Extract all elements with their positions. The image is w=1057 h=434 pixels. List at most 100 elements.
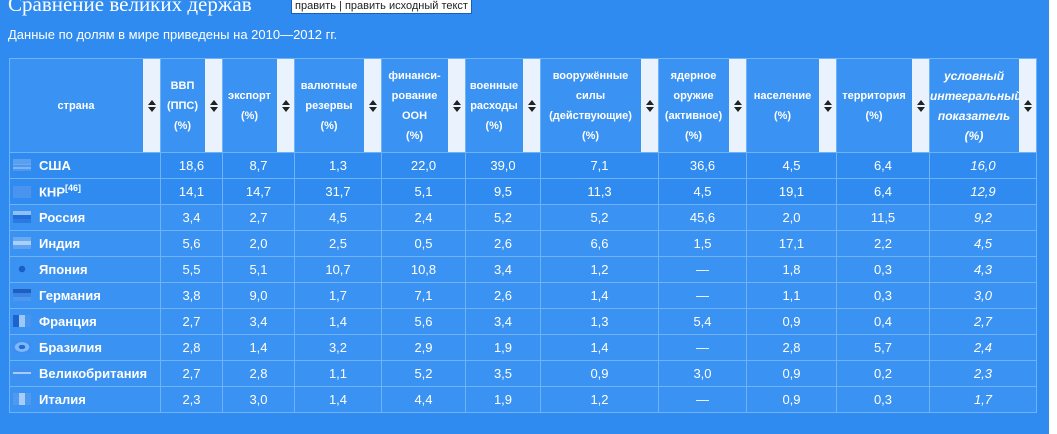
value-cell: 3,2 bbox=[294, 334, 382, 361]
country-name[interactable]: КНР bbox=[39, 184, 65, 200]
column-header: валютные резервы (%) bbox=[294, 58, 382, 153]
table-row: КНР[46] 14,1 14,7 31,7 5,1 9,5 11,3 4,5 19,1 6,4 1… bbox=[9, 178, 1037, 205]
value-cell: 2,8 bbox=[746, 334, 837, 361]
sort-button[interactable] bbox=[1019, 59, 1036, 152]
value-cell: 12,9 bbox=[929, 178, 1037, 205]
usa-flag-icon bbox=[13, 159, 31, 171]
column-header-line: вооружённые bbox=[552, 69, 629, 82]
sort-arrows-icon bbox=[823, 99, 832, 112]
value-cell: 9,0 bbox=[222, 282, 295, 309]
column-header-line: территория bbox=[842, 89, 906, 102]
column-header: население (%) bbox=[746, 58, 837, 153]
value-cell: 0,9 bbox=[540, 360, 659, 387]
value-cell: 3,0 bbox=[222, 386, 295, 413]
value-cell: 5,6 bbox=[381, 308, 466, 335]
value-cell: 1,3 bbox=[294, 152, 382, 179]
value-cell: 0,2 bbox=[836, 360, 930, 387]
column-header-line: население bbox=[753, 89, 812, 102]
edit-source-link[interactable]: править исходный текст bbox=[344, 0, 468, 12]
reference-link[interactable]: [46] bbox=[65, 183, 82, 194]
sort-button[interactable] bbox=[729, 59, 746, 152]
table-body: США 18,6 8,7 1,3 22,0 39,0 7,1 36,6 4,5 6,4 16,0 КН… bbox=[9, 152, 1037, 413]
value-cell: 3,0 bbox=[658, 360, 747, 387]
sort-button[interactable] bbox=[523, 59, 540, 152]
sort-button[interactable] bbox=[641, 59, 658, 152]
value-cell: 4,4 bbox=[381, 386, 466, 413]
country-name[interactable]: Бразилия bbox=[39, 340, 102, 355]
table-row: Великобритания 2,7 2,8 1,1 5,2 3,5 0,9 3,0 0,9 0,… bbox=[9, 360, 1037, 387]
value-cell: 6,4 bbox=[836, 178, 930, 205]
value-cell: 0,3 bbox=[836, 256, 930, 283]
value-cell: 3,8 bbox=[160, 282, 223, 309]
column-header-line: ядерное bbox=[670, 69, 717, 82]
sort-button[interactable] bbox=[912, 59, 929, 152]
sort-arrows-icon bbox=[733, 99, 742, 112]
header-row: страна ВВП (ППС) (%) экспорт (%) валютные резер… bbox=[9, 58, 1037, 153]
france-flag-icon bbox=[13, 315, 31, 327]
country-name[interactable]: США bbox=[39, 158, 71, 173]
country-cell: КНР[46] bbox=[9, 178, 161, 205]
value-cell: 2,7 bbox=[160, 360, 223, 387]
column-header-line: показатель bbox=[937, 108, 1011, 123]
country-name[interactable]: Индия bbox=[39, 236, 81, 251]
value-cell: 9,5 bbox=[465, 178, 541, 205]
country-name[interactable]: Россия bbox=[39, 210, 86, 225]
sort-button[interactable] bbox=[448, 59, 465, 152]
column-header: ядерное оружие (активное) (%) bbox=[658, 58, 747, 153]
value-cell: 9,2 bbox=[929, 204, 1037, 231]
column-header-line: силы bbox=[575, 89, 606, 102]
russia-flag-icon bbox=[13, 211, 31, 223]
country-name[interactable]: Италия bbox=[39, 392, 86, 407]
value-cell: 5,7 bbox=[836, 334, 930, 361]
country-name[interactable]: Великобритания bbox=[39, 366, 148, 381]
sort-button[interactable] bbox=[205, 59, 222, 152]
country-name[interactable]: Германия bbox=[39, 288, 101, 303]
value-cell: 1,3 bbox=[540, 308, 659, 335]
germany-flag-icon bbox=[13, 289, 31, 301]
sort-arrows-icon bbox=[1023, 99, 1032, 112]
value-cell: 22,0 bbox=[381, 152, 466, 179]
country-name[interactable]: Франция bbox=[39, 314, 97, 329]
column-header-line: военные bbox=[469, 79, 519, 92]
value-cell: 5,5 bbox=[160, 256, 223, 283]
sort-button[interactable] bbox=[277, 59, 294, 152]
value-cell: 1,1 bbox=[746, 282, 837, 309]
value-cell: 5,1 bbox=[222, 256, 295, 283]
sort-arrows-icon bbox=[209, 99, 218, 112]
value-cell: 3,4 bbox=[222, 308, 295, 335]
value-cell: 2,0 bbox=[222, 230, 295, 257]
value-cell: 0,9 bbox=[746, 360, 837, 387]
japan-flag-icon bbox=[13, 263, 31, 275]
edit-links: править | править исходный текст bbox=[291, 0, 472, 14]
edit-link[interactable]: править bbox=[295, 0, 336, 12]
value-cell: 11,3 bbox=[540, 178, 659, 205]
value-cell: 5,1 bbox=[381, 178, 466, 205]
value-cell: 1,5 bbox=[658, 230, 747, 257]
column-header-line: (%) bbox=[865, 109, 883, 122]
sort-arrows-icon bbox=[527, 99, 536, 112]
country-cell: Индия bbox=[9, 230, 161, 257]
country-cell: Бразилия bbox=[9, 334, 161, 361]
value-cell: 2,4 bbox=[929, 334, 1037, 361]
country-name[interactable]: Япония bbox=[39, 262, 88, 277]
value-cell: 3,4 bbox=[465, 256, 541, 283]
value-cell: 10,7 bbox=[294, 256, 382, 283]
china-flag-icon bbox=[13, 185, 31, 198]
column-header-line: (%) bbox=[173, 119, 192, 132]
table-row: Россия 3,4 2,7 4,5 2,4 5,2 5,2 45,6 2,0 11,5 9,2 bbox=[9, 204, 1037, 231]
value-cell: 8,7 bbox=[222, 152, 295, 179]
italy-flag-icon bbox=[13, 393, 31, 405]
sort-button[interactable] bbox=[143, 59, 160, 152]
column-header: финанси-рование ООН (%) bbox=[381, 58, 466, 153]
value-cell: 0,4 bbox=[836, 308, 930, 335]
value-cell: 5,2 bbox=[465, 204, 541, 231]
column-header-line: (%) bbox=[773, 109, 792, 122]
sort-button[interactable] bbox=[364, 59, 381, 152]
column-header-line: (%) bbox=[581, 129, 600, 142]
sort-button[interactable] bbox=[819, 59, 836, 152]
value-cell: 0,9 bbox=[746, 386, 837, 413]
value-cell: 2,0 bbox=[746, 204, 837, 231]
column-header-line: ООН bbox=[401, 109, 428, 122]
value-cell: 2,6 bbox=[465, 282, 541, 309]
value-cell: 2,3 bbox=[929, 360, 1037, 387]
